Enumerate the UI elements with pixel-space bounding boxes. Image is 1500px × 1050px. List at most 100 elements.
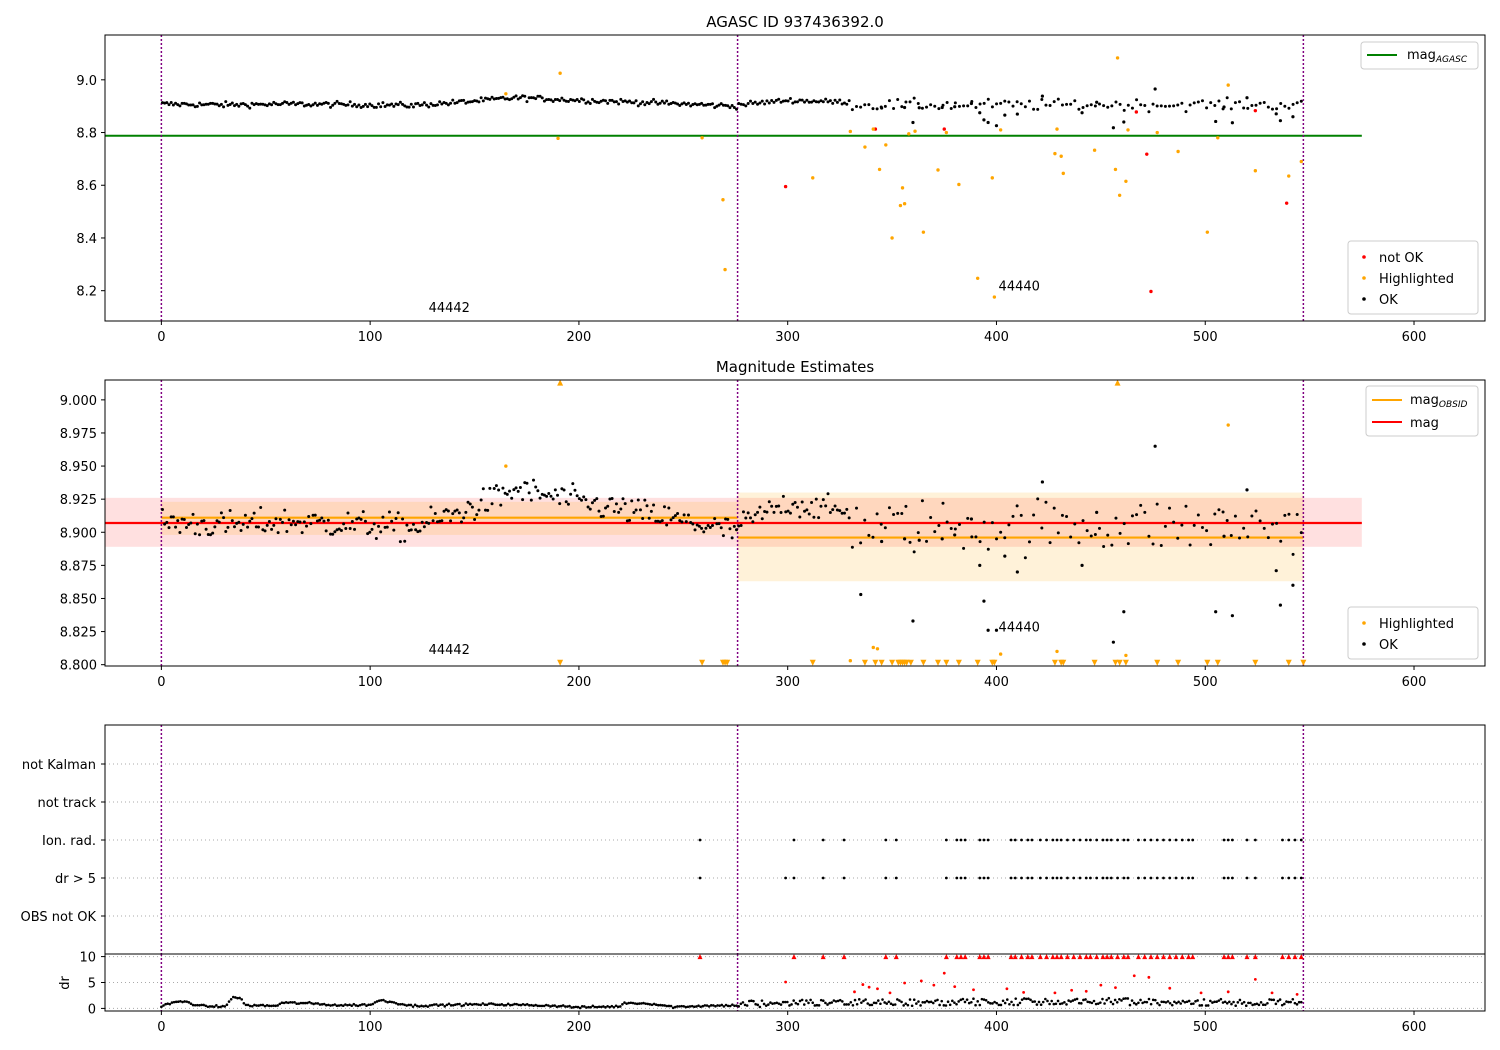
point-ok <box>911 619 915 623</box>
point-highlighted <box>900 186 905 190</box>
dr-point <box>492 1002 495 1006</box>
clipped-marker <box>889 659 896 666</box>
point-ok <box>614 502 618 506</box>
point-ok <box>1155 502 1159 506</box>
point-ok <box>473 517 477 521</box>
dr-point <box>555 1005 559 1009</box>
point-ok <box>619 507 623 511</box>
dr-point <box>394 1001 398 1005</box>
dr-point <box>682 1005 686 1008</box>
flag-point <box>978 876 982 880</box>
dr-point <box>747 999 751 1003</box>
dr-point <box>274 1004 277 1008</box>
point-ok <box>1214 119 1218 124</box>
point-ok <box>1065 514 1069 518</box>
point-ok <box>760 517 764 521</box>
point-ok <box>1254 509 1258 513</box>
dr-point <box>614 1004 618 1008</box>
point-ok <box>383 525 387 529</box>
dr-point <box>957 1000 960 1003</box>
point-ok <box>1077 107 1081 111</box>
point-ok <box>483 508 487 512</box>
x-tick-label: 0 <box>157 675 165 690</box>
dr-high-marker <box>1050 954 1056 960</box>
dr-point <box>566 1005 569 1008</box>
point-ok <box>995 102 999 106</box>
dr-point <box>1010 1000 1013 1004</box>
point-ok <box>294 523 298 527</box>
dr-point <box>293 1000 296 1004</box>
point-ok <box>270 103 274 107</box>
dr-point <box>460 1004 463 1008</box>
point-ok <box>366 105 370 109</box>
flag-point <box>1020 838 1023 842</box>
point-ok <box>1188 103 1192 107</box>
dr-point <box>466 1003 470 1007</box>
point-ok <box>814 497 818 501</box>
point-ok <box>381 515 385 519</box>
point-ok <box>1060 513 1064 517</box>
dr-point <box>595 1005 599 1009</box>
point-ok <box>1118 531 1122 535</box>
point-ok <box>318 518 322 522</box>
point-ok <box>195 104 199 108</box>
dr-point <box>817 1004 821 1007</box>
point-ok <box>1291 115 1295 119</box>
dr-red-point <box>861 983 865 986</box>
point-ok <box>665 99 669 103</box>
point-ok <box>505 492 509 496</box>
point-ok <box>1122 610 1126 614</box>
point-ok <box>1003 113 1007 117</box>
flag-point <box>1230 876 1234 880</box>
dr-point <box>735 1004 738 1007</box>
point-ok <box>272 100 276 104</box>
point-ok <box>427 521 431 525</box>
dr-point <box>257 1004 260 1007</box>
point-not-ok <box>1253 108 1258 113</box>
point-ok <box>322 519 326 523</box>
dr-point <box>511 1003 514 1007</box>
point-ok <box>381 101 385 105</box>
point-highlighted <box>700 136 704 140</box>
point-ok <box>1275 107 1279 111</box>
point-ok <box>940 105 944 110</box>
point-ok <box>1019 513 1023 517</box>
dr-point <box>1297 1000 1301 1004</box>
dr-point <box>1065 1003 1068 1006</box>
point-ok <box>887 99 891 103</box>
point-ok <box>243 513 247 517</box>
dr-point <box>1115 1001 1119 1004</box>
point-ok <box>1011 104 1015 108</box>
dr-point <box>802 1003 806 1006</box>
dr-point <box>365 1004 368 1008</box>
dr-point <box>166 1002 170 1005</box>
dr-point <box>1295 1003 1299 1006</box>
point-ok <box>442 509 446 513</box>
dr-point <box>1200 1004 1204 1007</box>
obsid-label: 44442 <box>429 643 470 658</box>
panel-4-ylabel: dr <box>58 976 73 990</box>
point-ok <box>217 104 221 108</box>
point-ok <box>329 532 333 536</box>
point-ok <box>189 103 193 107</box>
point-ok <box>1222 534 1226 538</box>
flag-point <box>1281 876 1284 880</box>
dr-point <box>783 1000 787 1004</box>
dr-point <box>657 1003 660 1007</box>
point-ok <box>1126 542 1130 546</box>
dr-point <box>320 1003 324 1006</box>
point-ok <box>1262 526 1266 530</box>
point-ok <box>986 547 990 551</box>
point-ok <box>912 550 916 554</box>
point-ok <box>1135 513 1139 517</box>
legend-box <box>1347 240 1479 315</box>
dr-point <box>1139 998 1142 1002</box>
dr-point <box>1253 1003 1257 1006</box>
point-ok <box>510 97 514 101</box>
point-ok <box>643 103 647 107</box>
point-ok <box>871 535 875 539</box>
dr-point <box>549 1005 552 1008</box>
point-ok <box>1159 544 1163 548</box>
point-ok <box>634 99 638 103</box>
point-ok <box>749 99 753 103</box>
